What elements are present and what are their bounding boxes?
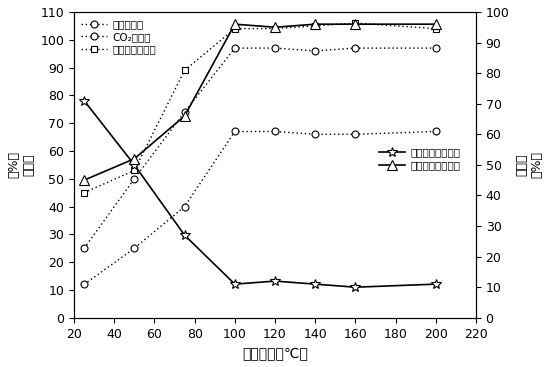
Y-axis label: （%）
转化率: （%） 转化率 [7, 151, 35, 178]
X-axis label: 反应温度（℃）: 反应温度（℃） [242, 346, 308, 360]
Y-axis label: 选择性
（%）: 选择性 （%） [515, 151, 543, 178]
Legend: 碳酸丙烷酯选择性, 碳酸二甲酯选择性: 碳酸丙烷酯选择性, 碳酸二甲酯选择性 [377, 145, 463, 172]
